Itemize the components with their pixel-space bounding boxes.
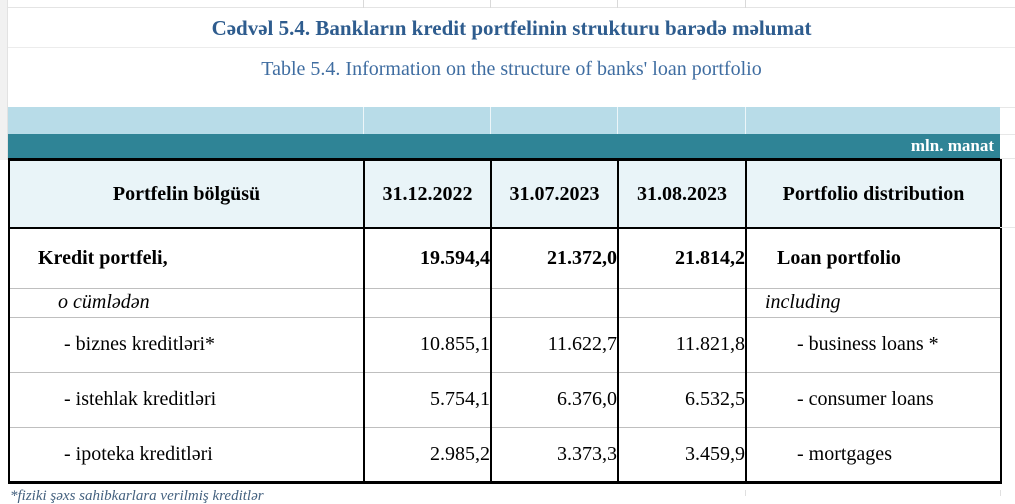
loan-portfolio-table: Portfelin bölgüsü 31.12.2022 31.07.2023 … [8, 158, 1002, 484]
gridline-tick [1000, 227, 1015, 228]
value-aug-2023: 11.821,8 [617, 316, 747, 372]
col-header-date-3: 31.08.2023 [617, 159, 747, 229]
row-label-az: - ipoteka kreditləri [8, 426, 365, 482]
row-label-en: - consumer loans [745, 371, 1002, 427]
gridline-tick [1000, 158, 1015, 159]
col-header-portfolio-az: Portfelin bölgüsü [8, 159, 365, 229]
value-2022: 2.985,2 [363, 426, 492, 482]
row-label-en: - business loans * [745, 316, 1002, 372]
row-label-az: - biznes kreditləri* [8, 316, 365, 372]
value-2022 [363, 287, 492, 317]
value-2022: 10.855,1 [363, 316, 492, 372]
gridline-tick [1000, 107, 1015, 108]
gridline-tick [617, 0, 618, 8]
gridline-tick [617, 107, 618, 134]
unit-label: mln. manat [910, 136, 994, 155]
gridline-tick [745, 0, 746, 8]
decorative-band-light-blue [8, 107, 1000, 134]
table-row-consumer-loans: - istehlak kreditləri 5.754,1 6.376,0 6.… [8, 371, 1002, 427]
col-header-date-2: 31.07.2023 [490, 159, 619, 229]
table-row-loan-portfolio: Kredit portfeli, 19.594,4 21.372,0 21.81… [8, 228, 1002, 288]
row-label-en: Loan portfolio [745, 228, 1002, 288]
value-aug-2023: 21.814,2 [617, 228, 747, 288]
table-row-including: o cümlədən including [8, 287, 1002, 317]
gridline-tick [490, 107, 491, 134]
value-jul-2023 [490, 287, 619, 317]
value-jul-2023: 21.372,0 [490, 228, 619, 288]
gridline-tick [745, 490, 746, 496]
value-2022: 5.754,1 [363, 371, 492, 427]
value-jul-2023: 3.373,3 [490, 426, 619, 482]
col-header-date-1: 31.12.2022 [363, 159, 492, 229]
gridline-tick [745, 107, 746, 134]
row-label-en: - mortgages [745, 426, 1002, 482]
gridline-tick [1000, 490, 1001, 496]
gridline-tick [363, 0, 364, 8]
table-title-az: Cədvəl 5.4. Bankların kredit portfelinin… [8, 8, 1015, 48]
value-aug-2023: 3.459,9 [617, 426, 747, 482]
footnote-business-loans: *fiziki şəxs sahibkarlara verilmiş kredi… [10, 488, 264, 504]
table-header-row: Portfelin bölgüsü 31.12.2022 31.07.2023 … [8, 159, 1002, 229]
value-jul-2023: 11.622,7 [490, 316, 619, 372]
value-2022: 19.594,4 [363, 228, 492, 288]
gridline-tick [490, 0, 491, 8]
row-label-az: Kredit portfeli, [8, 228, 365, 288]
value-jul-2023: 6.376,0 [490, 371, 619, 427]
value-aug-2023: 6.532,5 [617, 371, 747, 427]
sheet-top-margin [8, 0, 1015, 8]
sheet-left-margin [0, 0, 8, 160]
table-title-en: Table 5.4. Information on the structure … [261, 58, 762, 80]
unit-band: mln. manat [8, 134, 1000, 158]
row-label-az: o cümlədən [8, 287, 365, 317]
table-row-business-loans: - biznes kreditləri* 10.855,1 11.622,7 1… [8, 316, 1002, 372]
col-header-portfolio-en: Portfolio distribution [745, 159, 1002, 229]
row-label-en: including [745, 287, 1002, 317]
table-row-mortgages: - ipoteka kreditləri 2.985,2 3.373,3 3.4… [8, 426, 1002, 482]
gridline-tick [363, 107, 364, 134]
value-aug-2023 [617, 287, 747, 317]
gridline-tick [1000, 134, 1015, 135]
row-label-az: - istehlak kreditləri [8, 371, 365, 427]
